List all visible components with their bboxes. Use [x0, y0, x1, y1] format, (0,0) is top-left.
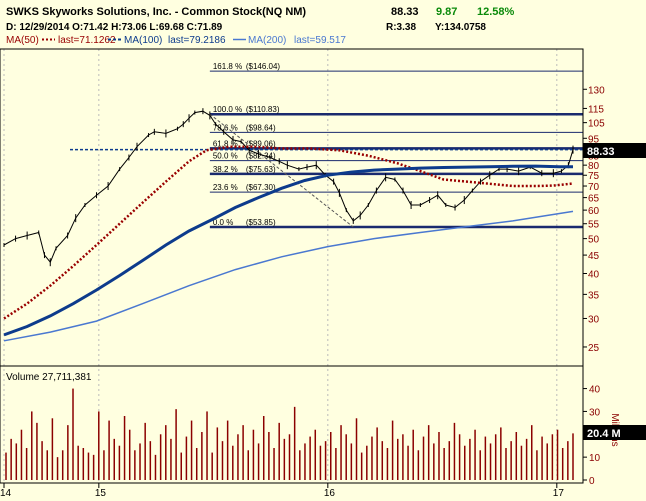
ma200-legend-last: last=59.517	[294, 35, 346, 46]
fib-price-label: ($89.06)	[246, 139, 276, 148]
price-axis-label: 65	[588, 194, 600, 205]
price-axis-label: 115	[588, 104, 604, 115]
price-change: 9.87	[436, 6, 457, 18]
y-readout: Y:134.0758	[435, 22, 486, 33]
fib-level-label: 50.0 %	[213, 152, 238, 161]
price-axis-label: 80	[588, 161, 600, 172]
last-volume-tag	[583, 425, 646, 440]
ma100-legend-label: MA(100)	[124, 35, 162, 46]
fib-price-label: ($82.34)	[246, 152, 276, 161]
fib-price-label: ($110.83)	[246, 105, 280, 114]
volume-axis-label: 40	[589, 385, 601, 396]
volume-label: Volume 27,711,381	[6, 372, 92, 383]
ma200-line	[3, 210, 574, 342]
fib-level-label: 100.0 %	[213, 105, 242, 114]
price-line	[3, 110, 574, 264]
r-readout: R:3.38	[386, 22, 416, 33]
price-axis-label: 70	[588, 182, 600, 193]
fib-price-label: ($75.63)	[246, 165, 276, 174]
fib-level-label: 161.8 %	[213, 62, 242, 71]
ma50-legend-label: MA(50)	[6, 35, 39, 46]
price-axis-label: 50	[588, 235, 600, 246]
fib-level-label: 38.2 %	[213, 165, 238, 174]
price-axis-label: 105	[588, 119, 605, 130]
time-axis-label: 16	[324, 488, 336, 499]
last-price-header: 88.33	[391, 6, 419, 18]
fibonacci-levels: 161.8 % ($146.04) 100.0 % ($110.83) 78.6 % ($…	[70, 62, 583, 229]
last-price-tag-text: 88.33	[587, 146, 615, 158]
fib-level-label: 23.6 %	[213, 183, 238, 192]
price-gridlines	[3, 49, 558, 483]
price-series	[3, 108, 574, 342]
price-axis-label: 55	[588, 220, 600, 231]
volume-axis-label: 0	[589, 476, 595, 487]
last-price-tag	[583, 143, 646, 158]
price-axis-label: 40	[588, 270, 600, 281]
ohlc-readout: D: 12/29/2014 O:71.42 H:73.06 L:69.68 C:…	[6, 22, 223, 33]
price-change-pct: 12.58%	[477, 6, 515, 18]
time-axis-label: 15	[95, 488, 107, 499]
fib-price-label: ($53.85)	[246, 218, 276, 227]
price-axis-label: 25	[588, 343, 600, 354]
price-axis-label: 75	[588, 171, 600, 182]
ma50-legend-last: last=71.1262	[58, 35, 116, 46]
fib-price-label: ($98.64)	[246, 123, 276, 132]
price-axis-label: 130	[588, 85, 605, 96]
fib-price-label: ($146.04)	[246, 62, 281, 71]
plot-frame	[0, 48, 584, 484]
volume-axis-label: 30	[589, 407, 601, 418]
fib-level-label: 0.0 %	[213, 218, 233, 227]
fib-trendline	[209, 113, 354, 228]
time-axis-label: 14	[0, 488, 12, 499]
fib-level-label: 78.6 %	[213, 123, 238, 132]
price-axis-label: 60	[588, 206, 600, 217]
time-axis: 14 15 16 17	[0, 483, 564, 499]
fib-price-label: ($67.30)	[246, 183, 276, 192]
volume-bars	[5, 388, 574, 480]
last-volume-tag-text: 20.4 M	[587, 428, 621, 440]
price-axis-label: 35	[588, 290, 600, 301]
ma100-line	[3, 164, 573, 337]
price-axis-label: 95	[588, 134, 600, 145]
ma200-legend-label: MA(200)	[248, 35, 286, 46]
volume-axis-label: 10	[589, 453, 601, 464]
price-axis-label: 45	[588, 251, 600, 262]
price-axis-label: 30	[588, 314, 600, 325]
ma100-legend-last: last=79.2186	[168, 35, 226, 46]
chart-title: SWKS Skyworks Solutions, Inc. - Common S…	[6, 6, 306, 18]
time-axis-label: 17	[553, 488, 565, 499]
fib-level-label: 61.8 %	[213, 139, 238, 148]
